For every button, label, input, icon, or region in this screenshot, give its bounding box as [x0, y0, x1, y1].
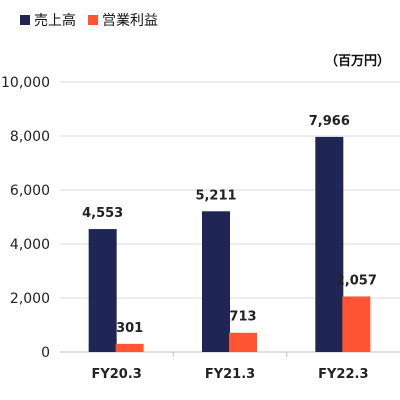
legend-label-sales: 売上高	[34, 13, 76, 29]
x-tick-label: FY22.3	[318, 367, 368, 382]
data-label-sales: 5,211	[195, 188, 236, 203]
y-tick-label: 8,000	[10, 129, 50, 145]
legend-item-sales: 売上高	[20, 10, 76, 30]
legend-swatch-operating-profit	[88, 15, 98, 25]
x-tick-label: FY21.3	[205, 367, 255, 382]
data-label-sales: 7,966	[309, 114, 350, 129]
data-label-operating-profit: 2,057	[336, 273, 377, 288]
legend-label-operating-profit: 営業利益	[102, 13, 158, 29]
data-label-operating-profit: 713	[229, 310, 256, 325]
y-tick-label: 6,000	[10, 183, 50, 199]
bar-sales	[88, 229, 117, 352]
bar-operating-profit	[115, 343, 144, 352]
data-label-sales: 4,553	[82, 206, 123, 221]
data-label-operating-profit: 301	[116, 321, 143, 336]
y-tick-label: 4,000	[10, 237, 50, 253]
unit-label: （百万円）	[324, 54, 390, 69]
y-tick-label: 0	[41, 345, 50, 361]
bar-sales	[315, 136, 344, 352]
bar-operating-profit	[342, 296, 371, 352]
x-tick-label: FY20.3	[91, 367, 141, 382]
axis-layer: 0 2,000 4,000 6,000 8,000 10,000 FY20.3 FY21.3 F…	[1, 75, 400, 382]
y-tick-label: 10,000	[1, 75, 50, 91]
bar-operating-profit	[229, 332, 257, 352]
chart-legend: 売上高 営業利益	[20, 10, 170, 30]
label-layer: 4,553 301 5,211 713 7,966 2,057	[82, 114, 377, 336]
legend-swatch-sales	[20, 15, 30, 25]
legend-item-operating-profit: 営業利益	[88, 10, 158, 30]
bar-sales	[202, 211, 230, 352]
bar-layer	[88, 136, 371, 352]
y-tick-label: 2,000	[10, 291, 50, 307]
